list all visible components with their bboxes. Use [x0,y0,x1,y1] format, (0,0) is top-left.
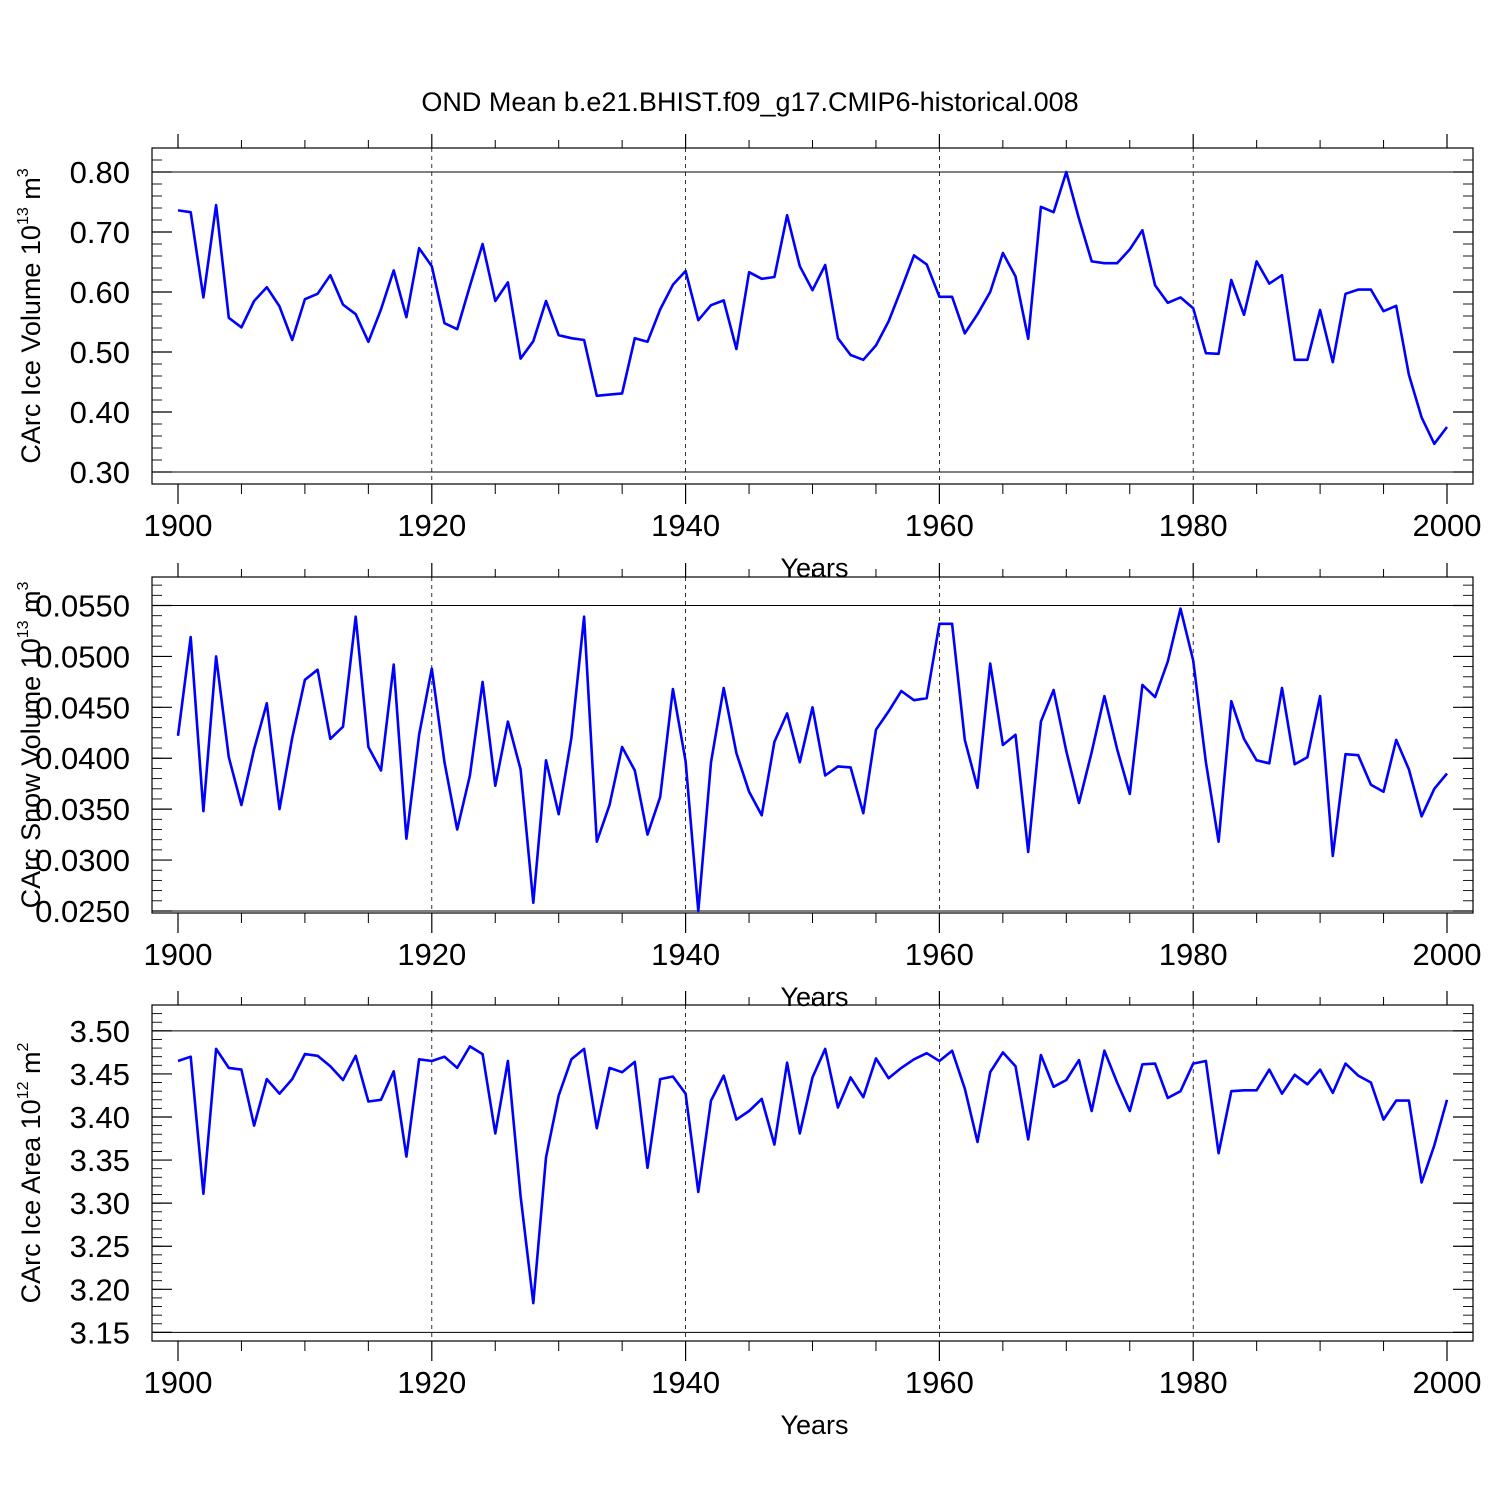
data-series-line [177,170,1449,446]
y-tick-label: 3.30 [70,1186,130,1221]
x-tick-label: 1980 [1159,937,1228,972]
y-tick-label: 3.15 [70,1315,130,1350]
x-axis-label: Years [780,1410,848,1440]
chart-panels: 1900 1920 1940 1960 1980 2000 0.30 0.40 0.50 0.60… [15,134,1481,1440]
y-tick-label: 0.0500 [35,639,130,674]
data-series-line [176,607,1449,913]
y-tick-label: 0.70 [70,215,130,250]
y-tick-label: 0.0350 [35,792,130,827]
y-tick-label: 0.0450 [35,690,130,725]
x-tick-label: 1920 [397,1365,466,1400]
y-tick-label: 3.20 [70,1272,130,1307]
y-tick-label: 0.60 [70,275,130,310]
x-tick-label: 1960 [905,1365,974,1400]
y-axis-label: CArc Ice Volume 1013 m3 [15,168,46,463]
panel-2: 1900 1920 1940 1960 1980 2000 0.0250 0.0300 0.03… [15,563,1481,1012]
x-tick-label: 1980 [1159,1365,1228,1400]
x-tick-label: 1920 [397,508,466,543]
x-tick-label: 1980 [1159,508,1228,543]
x-tick-label: 1940 [651,1365,720,1400]
x-tick-label: 1940 [651,937,720,972]
x-tick-label: 2000 [1413,937,1482,972]
y-tick-label: 3.35 [70,1143,130,1178]
x-tick-label: 1920 [397,937,466,972]
y-tick-label: 0.0250 [35,894,130,929]
y-tick-label: 0.0400 [35,741,130,776]
y-tick-label: 3.40 [70,1100,130,1135]
panel-1: 1900 1920 1940 1960 1980 2000 0.30 0.40 0.50 0.60… [15,134,1481,583]
y-tick-label: 0.30 [70,455,130,490]
x-tick-label: 1900 [144,508,213,543]
x-axis-label: Years [780,553,848,583]
plot-frame [151,576,1474,914]
x-tick-label: 1900 [144,937,213,972]
data-series-line [177,1045,1449,1305]
y-tick-label: 0.40 [70,395,130,430]
x-tick-label: 1900 [144,1365,213,1400]
y-tick-label: 3.25 [70,1229,130,1264]
y-tick-label: 0.0300 [35,843,130,878]
x-tick-label: 2000 [1413,1365,1482,1400]
x-tick-label: 1940 [651,508,720,543]
y-tick-label: 0.80 [70,155,130,190]
chart-title: OND Mean b.e21.BHIST.f09_g17.CMIP6-histo… [421,87,1078,117]
plot-frame [151,147,1474,485]
y-axis-label: CArc Snow Volume 1013 m3 [15,581,46,908]
x-tick-label: 1960 [905,508,974,543]
y-tick-label: 3.45 [70,1057,130,1092]
plot-frame [151,1004,1474,1342]
x-tick-label: 2000 [1413,508,1482,543]
y-tick-label: 0.50 [70,335,130,370]
panel-3: 1900 1920 1940 1960 1980 2000 3.15 3.20 3.25 3.30… [15,991,1481,1440]
y-tick-label: 0.0550 [35,589,130,624]
x-tick-label: 1960 [905,937,974,972]
y-tick-label: 3.50 [70,1014,130,1049]
y-axis-label: CArc Ice Area 1012 m2 [15,1043,46,1304]
x-axis-label: Years [780,982,848,1012]
